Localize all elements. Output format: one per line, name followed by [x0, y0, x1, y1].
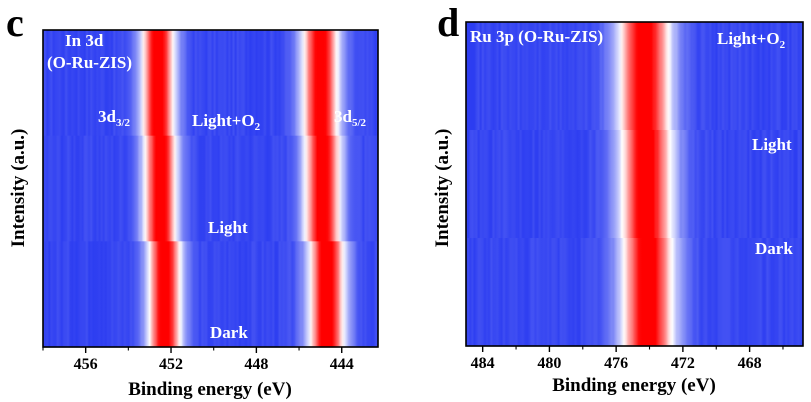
heatmap-row-c-1: [43, 30, 378, 137]
panel-c-row1-sub: 2: [255, 121, 261, 133]
x-tick-label-d-468: 468: [738, 355, 762, 372]
panel-d-row-label-light: Light: [752, 135, 792, 154]
panel-d-row1-base: Light+O: [717, 29, 780, 48]
panel-c-peak2-sub: 5/2: [352, 117, 367, 129]
panel-d-row-label-dark: Dark: [755, 239, 793, 258]
x-tick-label-c-456: 456: [74, 356, 98, 373]
panel-d-y-axis-title: Intensity (a.u.): [432, 129, 453, 248]
panel-c-peak1-base: 3d: [98, 107, 117, 126]
x-tick-label-c-448: 448: [244, 356, 268, 373]
panel-d-x-axis-title: Binding energy (eV): [552, 375, 716, 396]
x-tick-label-d-476: 476: [604, 355, 628, 372]
panel-c-row-label-dark: Dark: [210, 323, 248, 342]
panel-c-y-axis-title: Intensity (a.u.): [8, 129, 29, 248]
panel-c-row-label-light-o2: Light+O2: [192, 111, 261, 133]
x-tick-label-d-484: 484: [471, 355, 495, 372]
panel-c-frame: [42, 29, 379, 348]
panel-d-row1-sub: 2: [780, 39, 786, 51]
panel-c: c 456 452 448 444 In 3d (O-Ru-ZIS) 3d3/2 3d…: [6, 0, 379, 400]
heatmap-row-c-3: [43, 241, 378, 348]
panel-c-title-line2: (O-Ru-ZIS): [47, 53, 132, 72]
x-tick-label-d-480: 480: [537, 355, 561, 372]
panel-letter-d: d: [437, 0, 459, 45]
panel-c-x-ticks: 456 452 448 444: [42, 347, 354, 373]
panel-c-peak1-sub: 3/2: [116, 117, 131, 129]
panel-letter-c: c: [6, 0, 24, 45]
panel-c-peak-label-3d32: 3d3/2: [98, 107, 131, 129]
heatmap-row-c-2: [43, 135, 378, 242]
panel-d-plot-area: [466, 22, 803, 347]
heatmap-row-d-2: [466, 130, 803, 239]
panel-d-row-label-light-o2: Light+O2: [717, 29, 786, 51]
panel-c-plot-area: [43, 30, 378, 348]
panel-c-row-label-light: Light: [208, 218, 248, 237]
panel-c-peak-label-3d52: 3d5/2: [334, 107, 367, 129]
panel-c-x-axis-title: Binding energy (eV): [128, 379, 292, 400]
heatmap-row-d-3: [466, 238, 803, 347]
panel-c-peak2-base: 3d: [334, 107, 353, 126]
x-tick-label-c-444: 444: [330, 356, 354, 373]
x-tick-label-c-452: 452: [159, 356, 183, 373]
panel-c-row1-base: Light+O: [192, 111, 255, 130]
panel-c-title-line1: In 3d: [65, 31, 104, 50]
heatmap-row-d-1: [466, 22, 803, 131]
panel-d: d 484 480 476 472 468 Ru 3p (O-Ru-ZIS) Light…: [432, 0, 804, 396]
panel-d-frame: [465, 21, 804, 347]
panel-d-x-ticks: 484 480 476 472 468: [471, 346, 784, 372]
x-tick-label-d-472: 472: [671, 355, 695, 372]
panel-d-title: Ru 3p (O-Ru-ZIS): [470, 27, 603, 46]
